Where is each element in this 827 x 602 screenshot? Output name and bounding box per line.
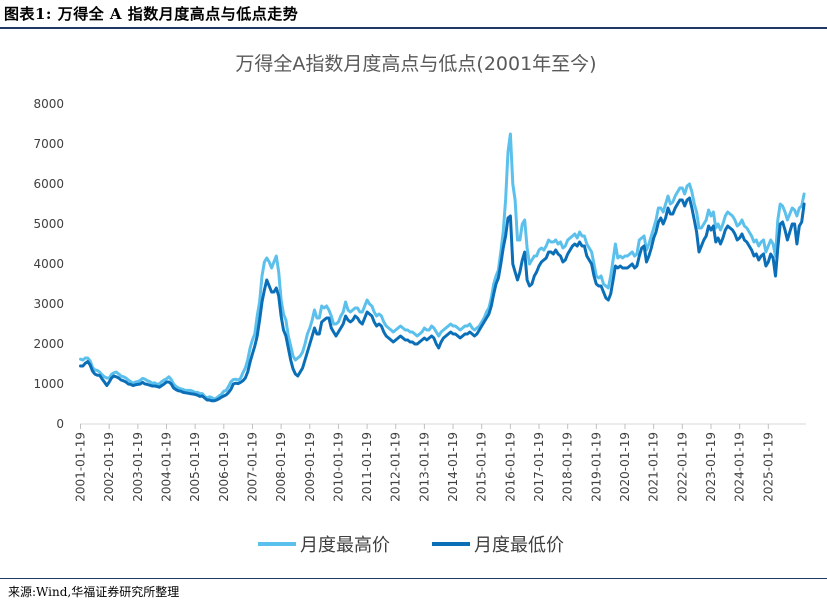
chart-title: 万得全A指数月度高点与低点(2001年至今): [235, 53, 596, 75]
x-tick-label: 2018-01-19: [561, 432, 575, 502]
y-tick-label: 1000: [33, 377, 64, 391]
x-tick-label: 2004-01-19: [159, 432, 173, 502]
x-tick-label: 2010-01-19: [331, 432, 345, 502]
y-tick-label: 3000: [33, 297, 64, 311]
source-note: 来源:Wind,华福证券研究所整理: [8, 585, 180, 599]
x-tick-label: 2011-01-19: [360, 432, 374, 502]
legend-label-low: 月度最低价: [474, 535, 564, 556]
y-axis: 0 1000 2000 3000 4000 5000 6000 7000 8000: [33, 97, 64, 431]
legend-label-high: 月度最高价: [300, 535, 390, 556]
series-layer: [79, 132, 806, 403]
x-tick-label: 2020-01-19: [618, 432, 632, 502]
x-tick-label: 2023-01-19: [704, 432, 718, 502]
x-tick-label: 2022-01-19: [675, 432, 689, 502]
x-tick-label: 2009-01-19: [303, 432, 317, 502]
y-tick-label: 6000: [33, 177, 64, 191]
x-tick-label: 2003-01-19: [131, 432, 145, 502]
x-tick-label: 2019-01-19: [589, 432, 603, 502]
x-axis: 2001-01-19 2002-01-19 2003-01-19 2004-01-19…: [74, 423, 806, 502]
x-tick-label: 2005-01-19: [188, 432, 202, 502]
x-tick-label: 2002-01-19: [102, 432, 116, 502]
x-tick-label: 2025-01-19: [761, 432, 775, 502]
footer-rule: [0, 578, 827, 579]
y-tick-label: 0: [56, 417, 64, 431]
y-tick-label: 4000: [33, 257, 64, 271]
header-rule: [0, 27, 827, 29]
legend: 月度最高价 月度最低价: [258, 535, 564, 556]
x-tick-label: 2001-01-19: [74, 432, 88, 502]
x-tick-label: 2006-01-19: [217, 432, 231, 502]
x-tick-label: 2017-01-19: [532, 432, 546, 502]
y-tick-label: 7000: [33, 137, 64, 151]
series-line-high: [79, 132, 806, 401]
y-tick-label: 2000: [33, 337, 64, 351]
x-tick-label: 2012-01-19: [389, 432, 403, 502]
x-tick-label: 2015-01-19: [475, 432, 489, 502]
x-tick-label: 2016-01-19: [503, 432, 517, 502]
x-tick-label: 2013-01-19: [417, 432, 431, 502]
x-tick-label: 2007-01-19: [245, 432, 259, 502]
x-tick-label: 2014-01-19: [446, 432, 460, 502]
figure-caption: 图表1: 万得全 A 指数月度高点与低点走势: [4, 5, 299, 23]
x-tick-label: 2021-01-19: [647, 432, 661, 502]
y-tick-label: 5000: [33, 217, 64, 231]
x-tick-label: 2008-01-19: [274, 432, 288, 502]
y-tick-label: 8000: [33, 97, 64, 111]
line-chart: 万得全A指数月度高点与低点(2001年至今) 0 1000 2000 3000 4000…: [33, 53, 806, 556]
series-line-low: [79, 196, 806, 403]
x-tick-label: 2024-01-19: [733, 432, 747, 502]
